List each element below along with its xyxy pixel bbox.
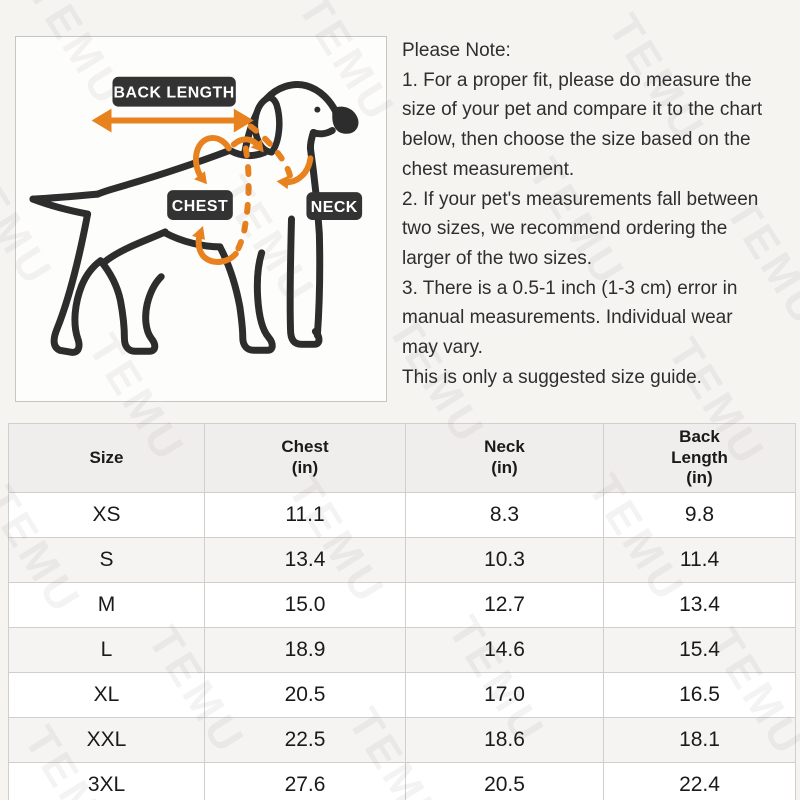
note-line: manual measurements. Individual wear	[402, 307, 733, 329]
note-line: larger of the two sizes.	[402, 247, 593, 269]
value-cell: 18.9	[204, 627, 406, 673]
chest-badge: CHEST	[167, 190, 233, 220]
value-cell: 13.4	[204, 537, 406, 583]
size-cell: S	[8, 537, 205, 583]
neck-label: NECK	[311, 199, 358, 216]
size-cell: 3XL	[8, 762, 205, 800]
table-row: L 18.9 14.6 15.4	[8, 627, 796, 673]
table-row: XS 11.1 8.3 9.8	[8, 492, 796, 538]
size-cell: XXL	[8, 717, 205, 763]
value-cell: 18.6	[405, 717, 604, 763]
value-cell: 8.3	[405, 492, 604, 538]
size-cell: M	[8, 582, 205, 628]
value-cell: 20.5	[204, 672, 406, 718]
value-cell: 27.6	[204, 762, 406, 800]
value-cell: 15.4	[603, 627, 796, 673]
table-row: XXL 22.5 18.6 18.1	[8, 717, 796, 763]
value-cell: 15.0	[204, 582, 406, 628]
value-cell: 13.4	[603, 582, 796, 628]
value-cell: 11.4	[603, 537, 796, 583]
note-line: two sizes, we recommend ordering the	[402, 218, 728, 240]
dog-illustration: BACK LENGTH CHEST NECK	[29, 76, 363, 356]
note-line: chest measurement.	[402, 158, 575, 180]
value-cell: 11.1	[204, 492, 406, 538]
table-row: M 15.0 12.7 13.4	[8, 582, 796, 628]
size-table-body: XS 11.1 8.3 9.8 S 13.4 10.3 11.4 M 15.0 12.7 13.4 L 1…	[8, 492, 796, 800]
dog-eye	[314, 106, 321, 113]
size-cell: XL	[8, 672, 205, 718]
column-header: Size	[8, 423, 205, 493]
value-cell: 18.1	[603, 717, 796, 763]
value-cell: 22.5	[204, 717, 406, 763]
size-table-header: Size Chest (in) Neck (in) Back Length (in)	[8, 423, 796, 493]
neck-badge: NECK	[306, 192, 363, 220]
value-cell: 22.4	[603, 762, 796, 800]
back-length-label: BACK LENGTH	[114, 85, 235, 102]
note-line: size of your pet and compare it to the c…	[402, 99, 763, 121]
neck-measure-line	[247, 123, 314, 190]
note-line: 1. For a proper fit, please do measure t…	[402, 69, 752, 91]
value-cell: 9.8	[603, 492, 796, 538]
column-header: Neck (in)	[405, 423, 604, 493]
table-row: 3XL 27.6 20.5 22.4	[8, 762, 796, 800]
table-row: XL 20.5 17.0 16.5	[8, 672, 796, 718]
table-row: S 13.4 10.3 11.4	[8, 537, 796, 583]
value-cell: 16.5	[603, 672, 796, 718]
chest-measure-line	[192, 134, 264, 265]
dog-ear	[251, 94, 283, 156]
column-header: Chest (in)	[204, 423, 406, 493]
column-header: Back Length (in)	[603, 423, 796, 493]
measurement-diagram-box: BACK LENGTH CHEST NECK	[15, 36, 387, 402]
value-cell: 10.3	[405, 537, 604, 583]
note-line: 3. There is a 0.5-1 inch (1-3 cm) error …	[402, 277, 738, 299]
note-line: 2. If your pet's measurements fall betwe…	[402, 188, 759, 210]
note-line: below, then choose the size based on the	[402, 129, 751, 151]
value-cell: 17.0	[405, 672, 604, 718]
value-cell: 12.7	[405, 582, 604, 628]
dog-outline	[29, 81, 359, 356]
back-length-arrow	[91, 108, 254, 133]
measurement-annotations	[91, 108, 314, 265]
value-cell: 14.6	[405, 627, 604, 673]
size-table: Size Chest (in) Neck (in) Back Length (in) …	[8, 423, 796, 800]
note-line: This is only a suggested size guide.	[402, 366, 702, 388]
size-cell: XS	[8, 492, 205, 538]
note-line: may vary.	[402, 337, 483, 359]
value-cell: 20.5	[405, 762, 604, 800]
chest-label: CHEST	[172, 198, 228, 215]
dog-nose	[332, 106, 359, 134]
size-cell: L	[8, 627, 205, 673]
please-note-text: Please Note: 1. For a proper fit, please …	[402, 36, 798, 392]
back-length-badge: BACK LENGTH	[112, 76, 236, 107]
note-line: Please Note:	[402, 40, 511, 61]
